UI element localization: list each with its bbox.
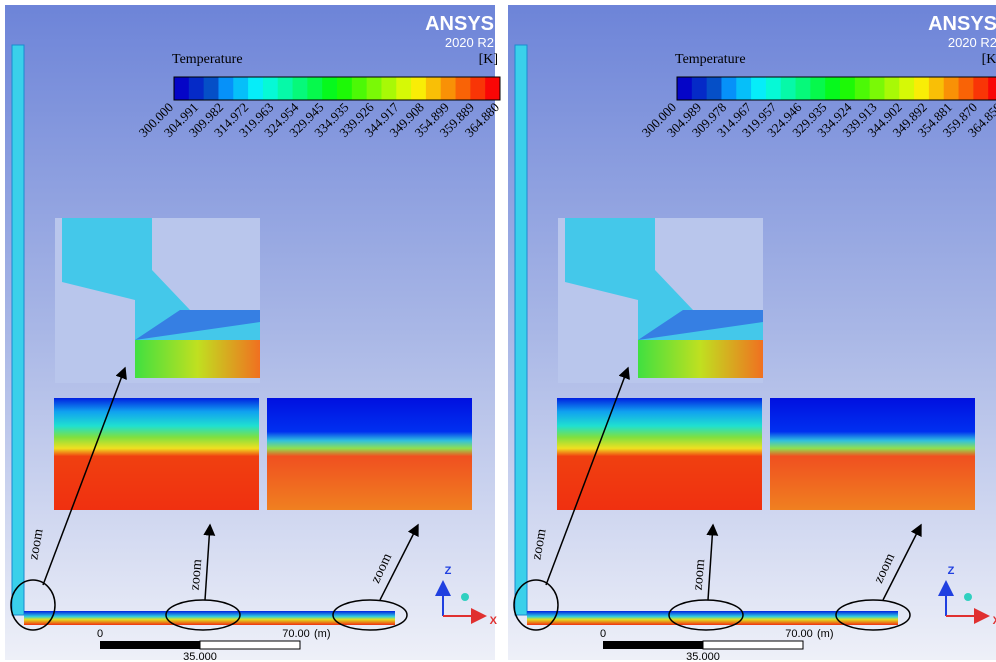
colorbar-cell [470,77,485,100]
colorbar-cell [692,77,707,100]
version: 2020 R2 [948,35,996,50]
inset-field [557,398,762,510]
scale-bar-white [703,641,803,649]
colorbar-cell [485,77,500,100]
colorbar-cell [914,77,929,100]
colorbar-cell [174,77,189,100]
legend-unit: [K] [982,52,996,67]
colorbar-cell [929,77,944,100]
colorbar-cell [736,77,751,100]
colorbar-cell [840,77,855,100]
colorbar-cell [781,77,796,100]
colorbar-cell [456,77,471,100]
colorbar-cell [396,77,411,100]
colorbar-cell [381,77,396,100]
inset-field [638,340,763,378]
colorbar-cell [973,77,988,100]
zoom-label: zoom [188,558,206,590]
colorbar-cell [810,77,825,100]
colorbar-cell [411,77,426,100]
axis-x-label: X [993,615,996,627]
figure: ANSYS2020 R2Temperature[K]300.000304.991… [0,0,996,662]
version: 2020 R2 [445,35,494,50]
colorbar-cell [870,77,885,100]
colorbar-cell [796,77,811,100]
colorbar-cell [944,77,959,100]
brand: ANSYS [425,13,494,35]
colorbar-cell [248,77,263,100]
colorbar-cell [204,77,219,100]
scale-mid: 35.000 [686,651,720,662]
colorbar-cell [899,77,914,100]
colorbar-cell [278,77,293,100]
colorbar-cell [263,77,278,100]
colorbar-cell [426,77,441,100]
legend-title: Temperature [675,52,746,67]
colorbar-cell [677,77,692,100]
legend-unit: [K] [479,52,498,67]
inset-field [54,398,259,510]
axis-dot [461,593,469,601]
axis-x-label: X [490,615,498,627]
axis-z-label: Z [445,565,452,577]
scale-bar-black [100,641,200,649]
legend-title: Temperature [172,52,243,67]
scale-end: 70.00 [282,628,310,640]
inset-field [267,398,472,510]
colorbar-cell [352,77,367,100]
colorbar-cell [707,77,722,100]
brand: ANSYS [928,13,996,35]
scale-bar-black [603,641,703,649]
inset-field [135,340,260,378]
colorbar-cell [825,77,840,100]
scale-unit: (m) [314,628,331,640]
colorbar-cell [988,77,996,100]
colorbar-cell [307,77,322,100]
colorbar-cell [855,77,870,100]
colorbar-cell [721,77,736,100]
scale-end: 70.00 [785,628,813,640]
inset-field [770,398,975,510]
scale-bar-white [200,641,300,649]
axis-dot [964,593,972,601]
colorbar-cell [751,77,766,100]
axis-z-label: Z [948,565,955,577]
scale-mid: 35.000 [183,651,217,662]
colorbar-cell [884,77,899,100]
scale-start: 0 [600,628,606,640]
colorbar-cell [218,77,233,100]
colorbar-cell [293,77,308,100]
colorbar-cell [189,77,204,100]
zoom-label: zoom [691,558,709,590]
colorbar-cell [337,77,352,100]
colorbar-cell [367,77,382,100]
vertical-pipe [12,45,24,615]
vertical-pipe [515,45,527,615]
colorbar-cell [441,77,456,100]
colorbar-cell [766,77,781,100]
colorbar-cell [959,77,974,100]
scale-unit: (m) [817,628,834,640]
colorbar-cell [322,77,337,100]
scale-start: 0 [97,628,103,640]
colorbar-cell [233,77,248,100]
